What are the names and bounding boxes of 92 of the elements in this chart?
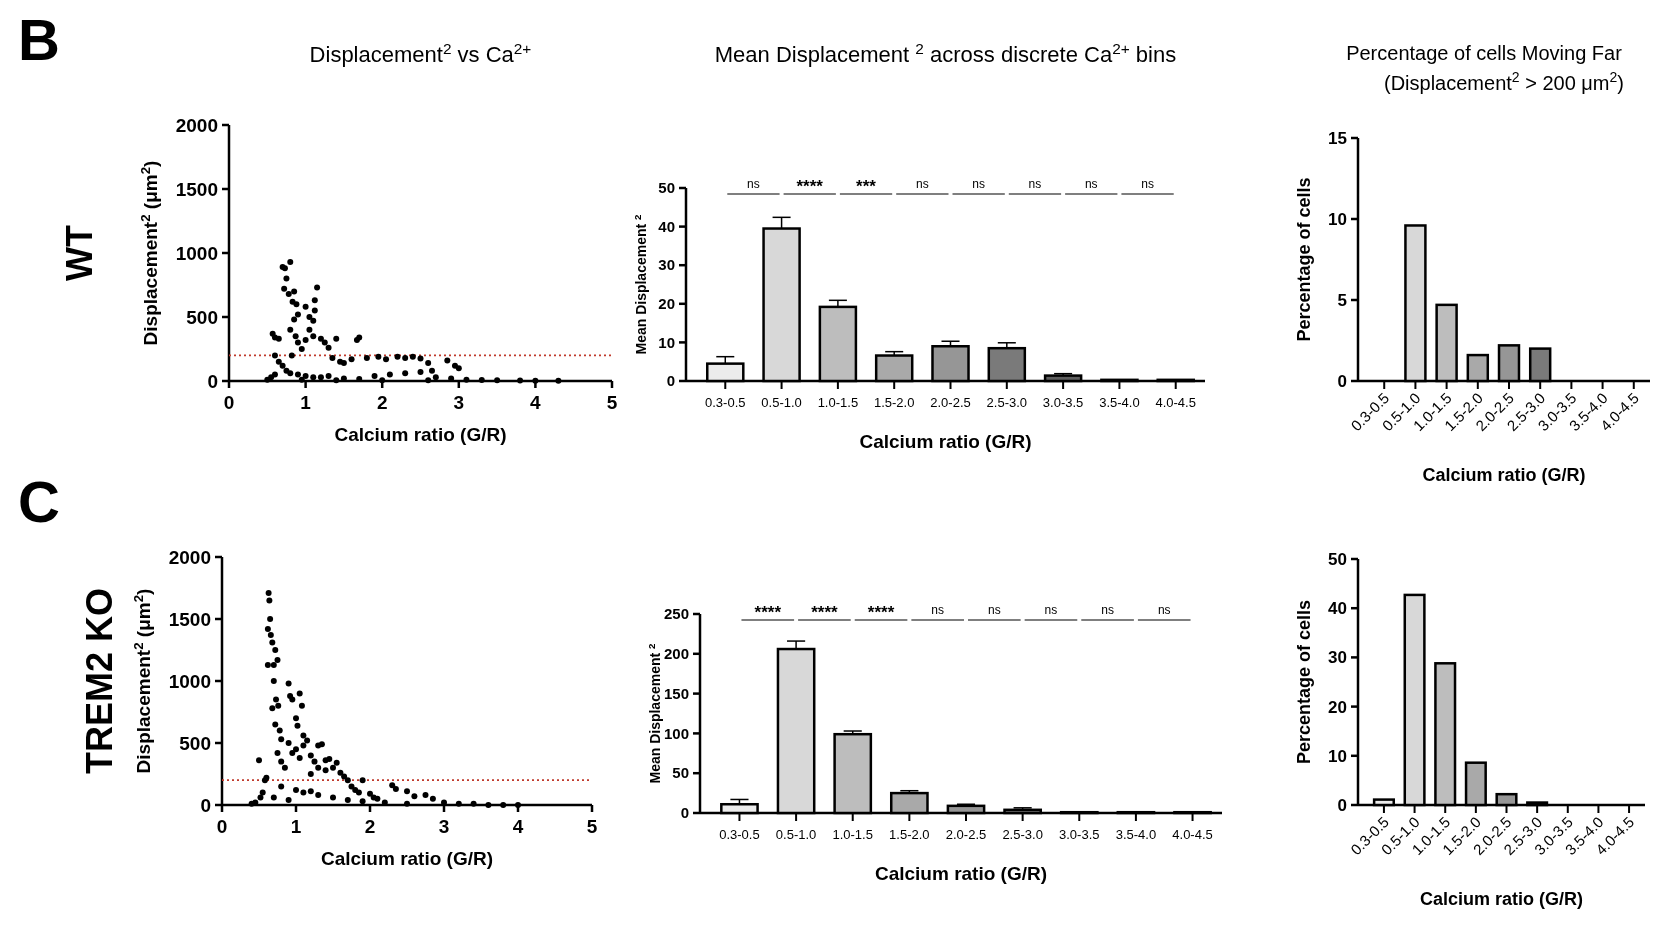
annotation: **** [754, 603, 782, 622]
annotation: ns [1157, 603, 1171, 617]
y-tick-label: 50 [658, 179, 675, 197]
annotation: ns [1101, 603, 1114, 617]
x-tick-label: 1.5-2.0 [889, 827, 930, 842]
x-axis-title: Calcium ratio (G/R) [859, 431, 1032, 452]
chart-title: Percentage of cells Moving Far [1346, 42, 1623, 64]
y-tick-label: 250 [663, 605, 689, 623]
annotation: ns [1028, 177, 1042, 191]
y-tick-label: 500 [179, 732, 211, 754]
y-tick-label: 30 [658, 256, 675, 274]
x-tick-label: 3.0-3.5 [1059, 827, 1100, 842]
x-tick-label: 2.0-2.5 [930, 395, 971, 410]
x-tick-label: 0.5-1.0 [775, 827, 817, 842]
x-tick-label: 1 [290, 816, 302, 837]
y-tick-label: 5 [1337, 290, 1347, 310]
text: C [18, 469, 60, 534]
x-axis-title: Calcium ratio (G/R) [1422, 465, 1586, 485]
y-tick-label: 40 [658, 217, 675, 235]
x-tick-label: 2 [364, 816, 376, 837]
y-tick-label: 40 [1328, 599, 1347, 619]
text: TREM2 KO [79, 587, 120, 775]
x-tick-label: 2 [376, 392, 388, 413]
x-tick-label: 2.0-2.5 [945, 827, 987, 842]
y-tick-label: 2000 [175, 114, 218, 136]
annotation: ns [972, 177, 985, 191]
y-tick-label: 1000 [168, 670, 211, 692]
y-tick-label: 1000 [175, 242, 218, 264]
annotation: **** [796, 177, 824, 196]
y-tick-label: 0 [1337, 371, 1347, 391]
x-tick-label: 3.5-4.0 [1115, 827, 1157, 842]
y-axis-title: Percentage of cells [1294, 599, 1314, 765]
x-tick-label: 3 [438, 816, 450, 837]
y-tick-label: 200 [663, 645, 689, 663]
annotation: ns [1084, 177, 1098, 191]
annotation: *** [856, 177, 877, 196]
annotation: **** [867, 603, 895, 622]
x-tick-label: 2.5-3.0 [1002, 827, 1043, 842]
chart-subtitle: (Displacement$^{2}$ > 200 μm$^{2}$) [1384, 69, 1624, 94]
annotation: ns [916, 177, 929, 191]
x-tick-label: 1.0-1.5 [832, 827, 873, 842]
x-tick-label: 4.0-4.5 [1155, 395, 1196, 410]
text: B [18, 7, 60, 72]
y-tick-label: 100 [663, 724, 689, 742]
y-tick-label: 500 [186, 306, 218, 328]
annotation: **** [811, 603, 839, 622]
x-tick-label: 3 [453, 392, 465, 413]
y-tick-label: 20 [658, 295, 675, 313]
x-tick-label: 4 [530, 392, 542, 413]
x-tick-label: 0.5-1.0 [761, 395, 802, 410]
x-axis-title: Calcium ratio (G/R) [874, 863, 1048, 884]
x-axis-title: Calcium ratio (G/R) [320, 848, 494, 869]
x-tick-label: 4.0-4.5 [1172, 827, 1213, 842]
y-tick-label: 10 [1328, 746, 1347, 766]
y-tick-label: 0 [207, 370, 218, 392]
annotation: ns [931, 603, 945, 617]
chart-title: Mean Displacement $^{2}$ across discrete Ca$^{2+}$ bins [714, 39, 1177, 67]
x-tick-label: 1.5-2.0 [873, 395, 915, 410]
chart-title: Displacement$^{2}$ vs Ca$^{2+}$ [309, 39, 532, 67]
y-tick-label: 150 [663, 684, 689, 702]
x-tick-label: 3.5-4.0 [1099, 395, 1140, 410]
y-tick-label: 20 [1328, 697, 1347, 717]
x-tick-label: 5 [586, 816, 598, 837]
annotation: ns [1044, 603, 1058, 617]
y-tick-label: 30 [1328, 648, 1347, 668]
y-tick-label: 15 [1328, 128, 1347, 148]
x-tick-label: 0.3-0.5 [719, 827, 760, 842]
y-tick-label: 10 [1328, 209, 1347, 229]
x-tick-label: 1 [300, 392, 312, 413]
x-axis-title: Calcium ratio (G/R) [334, 424, 507, 445]
x-tick-label: 0 [223, 392, 235, 413]
x-tick-label: 5 [606, 392, 618, 413]
y-tick-label: 0 [666, 372, 675, 390]
annotation: ns [747, 177, 760, 191]
text: WT [59, 225, 100, 281]
x-tick-label: 1.0-1.5 [817, 395, 859, 410]
x-tick-label: 4 [512, 816, 524, 837]
x-tick-label: 2.5-3.0 [986, 395, 1028, 410]
x-tick-label: 3.0-3.5 [1042, 395, 1084, 410]
x-axis-title: Calcium ratio (G/R) [1419, 889, 1584, 909]
y-axis-title: Percentage of cells [1294, 177, 1314, 342]
y-tick-label: 50 [672, 764, 689, 782]
x-tick-label: 0.3-0.5 [705, 395, 746, 410]
y-tick-label: 1500 [175, 178, 218, 200]
y-tick-label: 10 [658, 333, 675, 351]
y-tick-label: 1500 [168, 608, 211, 630]
y-tick-label: 0 [1337, 795, 1347, 815]
annotation: ns [1141, 177, 1154, 191]
y-tick-label: 0 [200, 794, 211, 816]
annotation: ns [987, 603, 1001, 617]
y-tick-label: 2000 [168, 546, 211, 568]
y-tick-label: 50 [1328, 549, 1347, 569]
